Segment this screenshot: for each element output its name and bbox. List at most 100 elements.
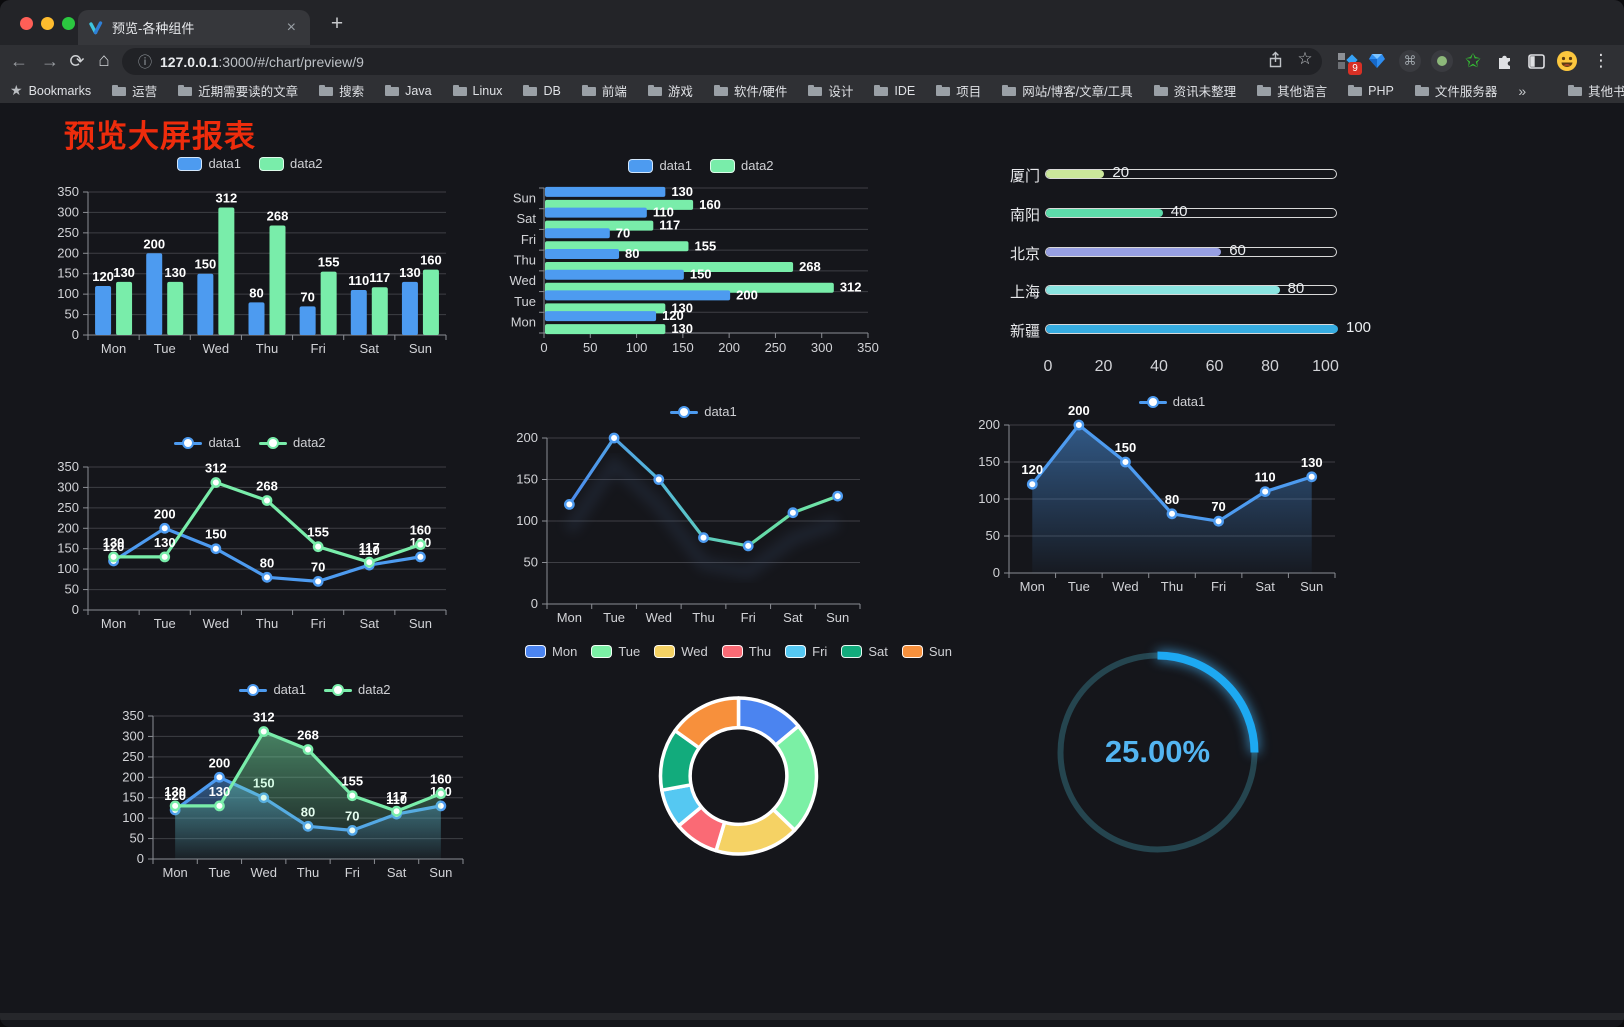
bookmark-folder[interactable]: 近期需要读的文章 <box>178 81 298 100</box>
address-bar[interactable]: ⓘ 127.0.0.1 :3000/#/chart/preview/9 <box>122 48 1322 75</box>
reload-icon[interactable]: ⟳ <box>69 50 85 71</box>
site-info-icon[interactable]: ⓘ <box>138 53 152 70</box>
legend-item-Tue[interactable]: Tue <box>591 644 640 659</box>
legend-item-data2[interactable]: data2 <box>710 158 774 173</box>
url-path: :3000/#/chart/preview/9 <box>218 53 364 70</box>
svg-text:Tue: Tue <box>154 341 176 356</box>
svg-text:Mon: Mon <box>101 616 126 631</box>
back-icon[interactable]: ← <box>10 50 28 71</box>
chart-area-two-series[interactable]: data1 data2 0 50 100 150 200 250 300 350 Mon Tue Wed… <box>105 672 525 892</box>
bookmark-folder[interactable]: 游戏 <box>647 81 693 100</box>
c1-canvas: 0 50 100 150 200 250 300 350 Mon Tue Wed Thu Fri Sat S… <box>57 184 447 356</box>
folder-icon <box>581 85 596 96</box>
home-icon[interactable]: ⌂ <box>98 50 110 71</box>
legend-item-data2[interactable]: data2 <box>324 682 391 697</box>
bookmark-folder[interactable]: 资讯未整理 <box>1153 81 1236 100</box>
sidebar-icon[interactable] <box>1523 48 1549 74</box>
legend-item-Mon[interactable]: Mon <box>525 644 577 659</box>
chart-area-single[interactable]: data1 0 50 100 150 200 Mon Tue Wed Thu Fri Sat Sun 12… <box>963 385 1381 603</box>
legend-item-data1[interactable]: data1 <box>628 158 692 173</box>
legend-item-Thu[interactable]: Thu <box>721 644 771 659</box>
extensions-puzzle-icon[interactable] <box>1492 48 1518 74</box>
tab-close-icon[interactable]: × <box>286 18 296 36</box>
bookmark-folder[interactable]: 搜索 <box>319 81 364 100</box>
svg-text:Wed: Wed <box>203 616 230 631</box>
bookmark-folder[interactable]: 软件/硬件 <box>713 81 787 100</box>
extension-blocks-icon[interactable] <box>1334 48 1360 74</box>
chart-line-two-series[interactable]: data1 data2 0 50 100 150 200 250 300 350 Mon Tue Wed… <box>40 425 460 640</box>
bookmark-folder[interactable]: 前端 <box>581 81 627 100</box>
legend-item-data1[interactable]: data1 <box>670 404 737 419</box>
legend-item-Fri[interactable]: Fri <box>785 644 827 659</box>
svg-text:0: 0 <box>531 596 538 611</box>
browser-tab[interactable]: 预览-各种组件 × <box>78 10 310 45</box>
bookmark-star-icon[interactable]: ☆ <box>1297 49 1313 68</box>
tab-title: 预览-各种组件 <box>112 21 195 36</box>
svg-text:Fri: Fri <box>741 610 756 625</box>
chart-gauge[interactable]: 25.00% <box>1040 635 1275 870</box>
pie-slice-Sun[interactable] <box>673 696 741 750</box>
progress-value: 60 <box>1229 241 1246 259</box>
zoom-window-button[interactable] <box>62 17 75 30</box>
other-bookmarks[interactable]: 其他书签 <box>1568 81 1624 100</box>
svg-text:200: 200 <box>57 520 79 535</box>
bookmarks-overflow-chevron[interactable]: » <box>1518 82 1527 99</box>
bookmark-folder[interactable]: Java <box>385 84 432 98</box>
bookmarks-bar: ★ Bookmarks 运营 近期需要读的文章 搜索 Java Linux DB 前端 游戏 软… <box>0 78 1624 103</box>
legend-item-data2[interactable]: data2 <box>259 435 326 450</box>
extension-dot-icon[interactable] <box>1429 48 1455 74</box>
svg-text:Fri: Fri <box>1211 579 1226 594</box>
svg-text:350: 350 <box>57 459 79 474</box>
bookmark-folder[interactable]: 文件服务器 <box>1414 81 1497 100</box>
legend-item-data1[interactable]: data1 <box>174 435 241 450</box>
bookmark-folder[interactable]: 其他语言 <box>1257 81 1327 100</box>
minimize-window-button[interactable] <box>41 17 54 30</box>
legend-marker <box>239 683 268 697</box>
extension-gem-icon[interactable] <box>1364 48 1390 74</box>
c8-canvas <box>658 696 819 856</box>
profile-avatar[interactable] <box>1554 48 1580 74</box>
chart-donut[interactable]: Mon Tue Wed Thu Fri Sat Sun <box>525 636 952 871</box>
bookmark-folder[interactable]: PHP <box>1348 84 1394 98</box>
legend-item-data2[interactable]: data2 <box>259 156 323 171</box>
svg-text:150: 150 <box>516 472 538 487</box>
svg-text:Fri: Fri <box>345 865 360 880</box>
bookmarks-label: Bookmarks <box>28 83 92 98</box>
extension-star-icon[interactable]: ✩ <box>1465 50 1481 72</box>
legend-item-Wed[interactable]: Wed <box>654 644 708 659</box>
svg-text:70: 70 <box>300 289 314 304</box>
legend-item-Sun[interactable]: Sun <box>901 644 952 659</box>
svg-text:110: 110 <box>359 543 380 558</box>
svg-text:120: 120 <box>1021 462 1043 477</box>
bookmark-folder[interactable]: 运营 <box>112 81 157 100</box>
svg-text:0: 0 <box>540 340 547 355</box>
svg-text:110: 110 <box>386 792 407 807</box>
progress-track <box>1045 207 1337 218</box>
legend-item-Sat[interactable]: Sat <box>841 644 888 659</box>
menu-kebab-icon[interactable]: ⋮ <box>1592 51 1610 70</box>
bookmark-folder[interactable]: 项目 <box>936 81 981 100</box>
progress-row-上海: 上海 80 <box>985 280 1385 301</box>
bookmarks-root[interactable]: ★ Bookmarks <box>10 82 91 99</box>
legend-item-data1[interactable]: data1 <box>177 156 241 171</box>
forward-icon[interactable]: → <box>41 50 59 71</box>
svg-text:Sun: Sun <box>409 616 432 631</box>
chart-progress-list[interactable]: 厦门 20 南阳 40 北京 60 上海 80 新疆 100 0 20 40 60 80 100 <box>985 155 1385 385</box>
legend-item-data1[interactable]: data1 <box>239 682 306 697</box>
progress-fill <box>1046 286 1280 295</box>
legend-item-data1[interactable]: data1 <box>1138 394 1205 409</box>
extension-command-icon[interactable]: ⌘ <box>1397 48 1423 74</box>
bookmark-folder[interactable]: DB <box>523 84 561 98</box>
bookmark-folder[interactable]: 网站/博客/文章/工具 <box>1002 81 1133 100</box>
chart-bar-grouped[interactable]: data1 data2 0 50 100 150 200 250 300 350 Mon Tue Wed… <box>40 148 460 363</box>
legend-marker <box>1138 395 1167 409</box>
bookmark-folder[interactable]: 设计 <box>808 81 853 100</box>
new-tab-button[interactable]: + <box>330 12 344 35</box>
close-window-button[interactable] <box>20 17 33 30</box>
bookmark-folder[interactable]: IDE <box>874 84 915 98</box>
chart-bar-horizontal[interactable]: data1 data2 Sun Sat Fri Thu Wed Tue Mon 0 50 100 150… <box>500 150 902 365</box>
chart-line-gradient[interactable]: data1 0 50 100 150 200 Mon Tue Wed Thu Fri Sat Sun <box>505 396 902 634</box>
bookmark-folder[interactable]: Linux <box>452 84 502 98</box>
share-icon[interactable] <box>1263 48 1287 70</box>
c6-canvas: 0 50 100 150 200 Mon Tue Wed Thu Fri Sat Sun 120 200 1… <box>978 403 1336 594</box>
